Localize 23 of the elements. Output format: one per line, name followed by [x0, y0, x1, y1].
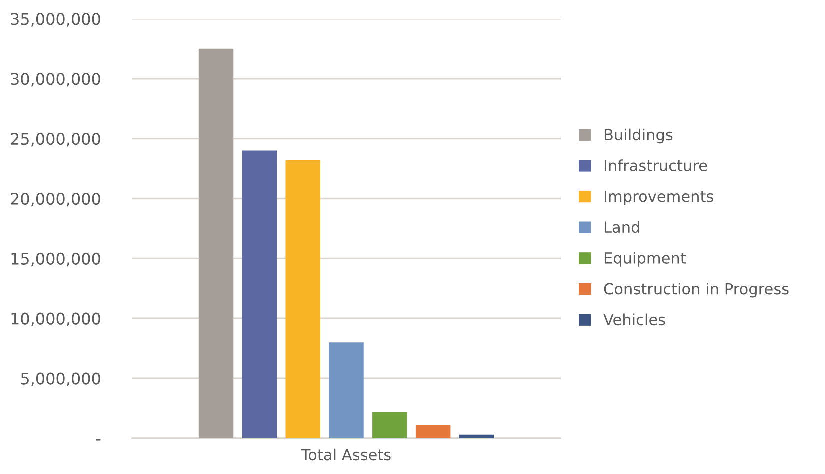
legend-label: Vehicles	[604, 314, 666, 326]
bar	[372, 412, 408, 438]
y-tick-label: -	[96, 440, 101, 441]
legend-label: Construction in Progress	[604, 282, 789, 298]
y-tick-label: 15,000,000	[12, 252, 100, 267]
y-tick-label: 30,000,000	[11, 73, 100, 87]
bar	[198, 48, 234, 438]
bar	[416, 425, 451, 438]
y-tick-label: 25,000,000	[11, 133, 100, 147]
y-tick-label: 20,000,000	[11, 192, 100, 207]
bar	[329, 342, 364, 438]
y-tick-label: 35,000,000	[11, 13, 100, 27]
bar	[459, 434, 494, 438]
legend-label: Land	[604, 221, 640, 234]
bar	[242, 150, 278, 438]
legend-label: Buildings	[604, 128, 673, 144]
bar	[286, 160, 320, 438]
y-tick-label: 10,000,000	[12, 312, 100, 327]
legend-label: Equipment	[604, 252, 686, 267]
legend-label: Improvements	[604, 190, 714, 206]
x-axis-title: Total Assets	[301, 448, 391, 461]
y-tick-label: 5,000,000	[21, 372, 100, 386]
legend-label: Infrastructure	[604, 160, 708, 172]
